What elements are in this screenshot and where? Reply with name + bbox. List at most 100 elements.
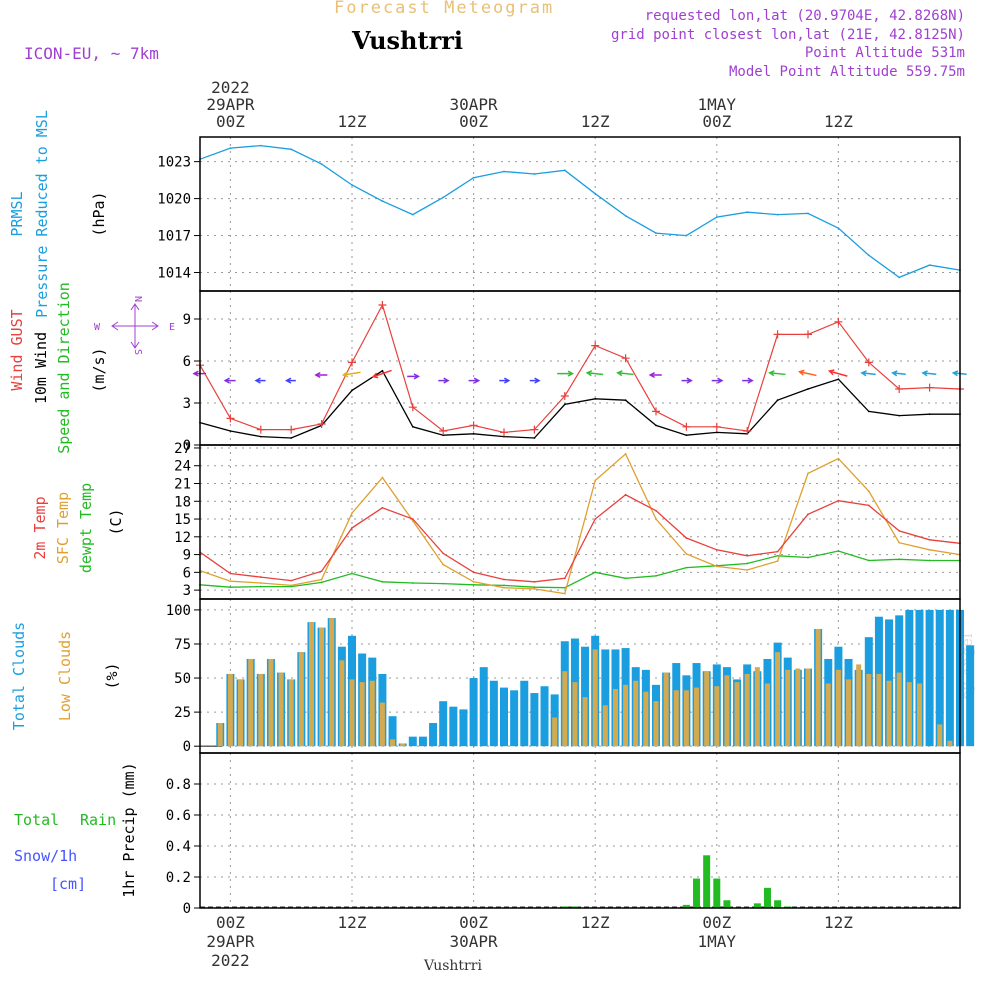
low-cloud-bar [653, 701, 659, 747]
sfc-temp-line-point [290, 584, 293, 587]
wind-arrow [921, 370, 937, 377]
gust-point [864, 358, 873, 367]
wind-arrow-head [192, 370, 199, 377]
wind-panel [199, 290, 961, 446]
low-cloud-bar [308, 622, 314, 747]
y-tick-label: 9 [183, 548, 191, 564]
wind-arrow-head [616, 370, 623, 377]
total-cloud-bar [489, 680, 498, 747]
total-cloud-bar [479, 667, 488, 747]
top-time-label: 12Z [824, 112, 853, 131]
ylabel-10m-wind: 10m Wind [32, 332, 50, 404]
ylabel-2m-temp: 2m Temp [31, 496, 49, 559]
ylabel-dewpt: dewpt Temp [77, 483, 95, 573]
low-cloud-bar [602, 705, 608, 747]
low-cloud-bar [278, 672, 284, 747]
low-cloud-bar [785, 669, 791, 747]
wind-arrow-head [860, 370, 867, 377]
gust-point [469, 421, 478, 430]
sfc-temp-line-point [685, 553, 688, 555]
dewpt-line-point [533, 586, 536, 589]
low-cloud-bar [835, 669, 841, 747]
low-cloud-bar [288, 679, 294, 747]
wind-arrow [314, 371, 328, 379]
pressure-line-point [411, 213, 414, 216]
ylabel-pressure: Pressure Reduced to MSL [33, 110, 51, 318]
wind-arrow-head [567, 370, 574, 377]
wind-arrow-head [747, 377, 754, 384]
y-tick-label: 15 [174, 512, 191, 528]
pressure-line-point [503, 170, 505, 173]
temp2m-line-point [594, 518, 597, 520]
low-cloud-bar [217, 723, 223, 747]
wind-arrow [557, 370, 574, 377]
wind-speed-line-point [229, 430, 232, 432]
pressure-line-point [867, 254, 870, 257]
low-cloud-bar [856, 664, 862, 747]
total-cloud-bar [449, 706, 458, 747]
wind-arrow-head [921, 370, 928, 377]
y-tick-label: 1020 [157, 192, 191, 208]
top-time-label: 1MAY [698, 95, 737, 114]
low-cloud-bar [754, 667, 760, 747]
rain-bar [561, 906, 569, 908]
gust-point [408, 403, 417, 412]
pressure-line-point [746, 211, 749, 214]
wind-arrow-head [473, 377, 481, 384]
dewpt-line-point [320, 581, 323, 584]
gust-point [834, 317, 843, 326]
low-cloud-bar [866, 673, 872, 747]
label-total: Total [14, 811, 59, 829]
temp2m-line-point [472, 571, 475, 574]
y-tick-label: 3 [183, 396, 191, 412]
low-cloud-bar [319, 627, 325, 747]
sfc-temp-line-point [715, 565, 718, 568]
total-cloud-bar [469, 678, 478, 747]
low-cloud-bar [390, 739, 396, 747]
wind-arrow-head [443, 377, 450, 384]
wind-arrow [254, 377, 266, 384]
sfc-temp-line-point [351, 512, 353, 515]
dewpt-line-point [351, 572, 353, 575]
wind-arrow-head [534, 377, 541, 384]
wind-arrow-head [504, 377, 511, 384]
wind-speed-line-point [533, 437, 536, 439]
temp2m-line-point [290, 579, 293, 582]
sfc-temp-line-point [807, 472, 809, 475]
temp2m-line-point [746, 554, 749, 557]
wind-arrow-head [648, 371, 655, 379]
label-snow-unit: [cm] [50, 875, 86, 893]
gust-point [256, 425, 265, 434]
wind-speed-line-point [807, 388, 809, 390]
pressure-line-point [290, 148, 293, 151]
temp2m-line-point [563, 577, 566, 580]
gust-point [773, 330, 782, 339]
temp2m-line-point [503, 578, 505, 581]
wind-speed-line-point [928, 413, 931, 416]
y-tick-label: 0 [183, 901, 191, 917]
low-cloud-bar [359, 682, 365, 747]
wind-speed-line-point [411, 425, 414, 428]
wind-arrow-head [314, 371, 321, 379]
low-cloud-bar [795, 668, 801, 747]
dewpt-line-point [655, 575, 657, 577]
low-cloud-bar [379, 702, 385, 747]
gust-point [591, 341, 600, 350]
wind-arrow [768, 370, 786, 377]
gust-point [378, 301, 387, 309]
y-tick-label: 27 [174, 441, 191, 457]
sfc-temp-line-point [563, 592, 566, 595]
temp2m-line-point [898, 529, 901, 532]
wind-arrow [529, 377, 541, 384]
wind-arrow-head [686, 377, 693, 384]
wind-arrow-shaft [829, 370, 848, 377]
y-tick-label: 100 [166, 603, 191, 619]
wind-speed-line-point [655, 424, 657, 427]
pressure-line-point [229, 147, 232, 149]
sfc-temp-line-point [259, 582, 262, 584]
bottom-time-label: 29APR [206, 932, 255, 951]
wind-arrow-head [371, 372, 379, 379]
low-cloud-bar [694, 687, 700, 747]
gust-point [348, 358, 356, 367]
location-title: Vushtrri [352, 26, 463, 55]
